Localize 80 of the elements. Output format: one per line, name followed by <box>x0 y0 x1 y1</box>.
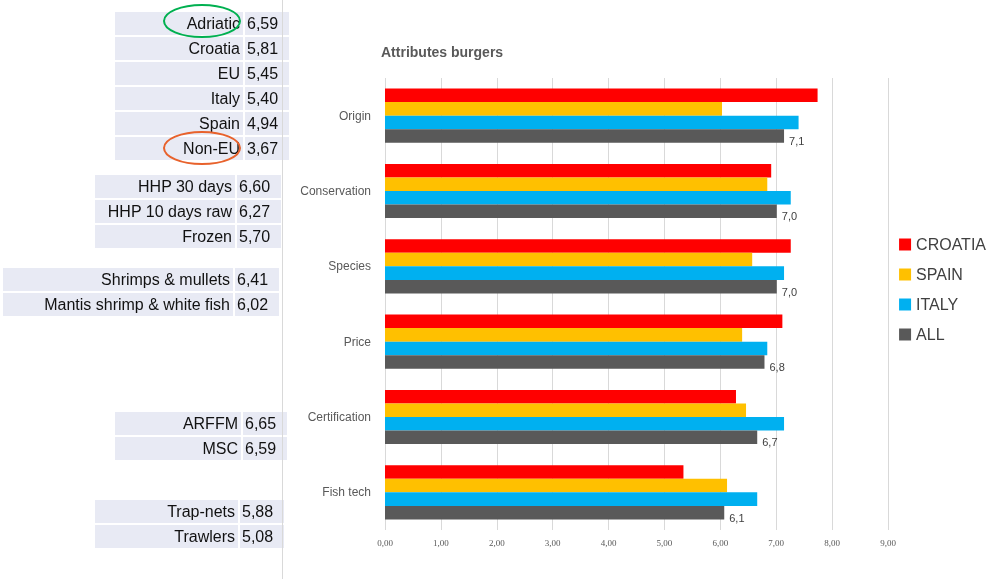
bar <box>385 279 777 294</box>
category-label: Frozen <box>95 225 235 248</box>
text: 6,02 <box>237 296 269 313</box>
bar <box>385 341 768 356</box>
x-tick-label: 0,00 <box>377 537 394 548</box>
text: 5,08 <box>242 528 274 545</box>
category-label: Trap-nets <box>95 500 238 523</box>
bar <box>385 204 777 219</box>
legend-label: CROATIA <box>916 236 987 253</box>
bar <box>385 191 791 205</box>
x-tick-label: 4,00 <box>600 537 617 548</box>
bar <box>385 88 818 103</box>
x-tick-label: 2,00 <box>488 537 506 548</box>
data-label: 7,0 <box>781 210 798 223</box>
data-label: 7,0 <box>781 285 798 298</box>
text: 5,40 <box>247 90 279 107</box>
bar <box>385 314 783 329</box>
x-tick-label: 8,00 <box>824 537 841 548</box>
text: 6,59 <box>245 440 277 457</box>
bar <box>385 163 772 178</box>
category-label: MSC <box>115 437 241 460</box>
category-label: Non-EU <box>115 137 243 160</box>
x-tick-label: 6,00 <box>712 537 729 548</box>
bar <box>385 492 758 506</box>
category-label: Trawlers <box>95 525 238 548</box>
text: 6,27 <box>239 203 271 220</box>
text: 4,94 <box>247 115 279 132</box>
category-label: HHP 10 days raw <box>95 200 235 223</box>
data-label: 7,1 <box>789 135 805 148</box>
text: 3,67 <box>247 140 279 157</box>
data-label: 6,7 <box>762 436 778 449</box>
category-label: Mantis shrimp & white fish <box>3 293 233 316</box>
y-tick-label: Fish tech <box>322 485 371 500</box>
bar <box>385 177 768 191</box>
bar <box>385 505 725 520</box>
category-label: HHP 30 days <box>95 175 235 198</box>
y-tick-label: Price <box>343 334 372 349</box>
text: 5,81 <box>247 40 279 57</box>
bar <box>385 328 743 342</box>
legend-label: SPAIN <box>916 266 963 283</box>
text: 6,60 <box>239 178 271 195</box>
bar <box>385 478 728 493</box>
text: 5,88 <box>242 503 274 520</box>
bar <box>385 465 684 479</box>
bar <box>385 403 747 417</box>
bar <box>385 355 765 369</box>
text: 5,45 <box>247 65 279 82</box>
category-label: Shrimps & mullets <box>3 268 233 291</box>
category-label: Italy <box>115 87 243 110</box>
y-tick-label: Origin <box>338 108 371 123</box>
x-tick-label: 9,00 <box>880 537 897 548</box>
text: 6,65 <box>245 415 277 432</box>
legend-label: ALL <box>916 326 945 343</box>
category-label: ARFFM <box>115 412 241 435</box>
data-label: 6,8 <box>769 361 785 374</box>
category-label: Spain <box>115 112 243 135</box>
y-tick-label: Certification <box>307 410 371 424</box>
data-label: 6,1 <box>729 511 745 524</box>
text: 5,70 <box>239 228 271 245</box>
bar <box>385 252 753 267</box>
x-tick-label: 7,00 <box>768 537 785 548</box>
chart-title: Attributes burgers <box>381 44 504 60</box>
bar <box>385 102 723 116</box>
category-label: Croatia <box>115 37 243 60</box>
category-label: EU <box>115 62 243 85</box>
legend-label: ITALY <box>916 296 959 313</box>
bar <box>385 129 785 143</box>
x-tick-label: 3,00 <box>544 537 562 548</box>
bar <box>385 239 791 253</box>
text: 6,59 <box>247 15 279 32</box>
x-tick-label: 1,00 <box>433 537 450 548</box>
x-tick-label: 5,00 <box>656 537 673 548</box>
bar <box>385 266 785 280</box>
bar <box>385 417 785 431</box>
bar <box>385 389 736 404</box>
bar <box>385 430 758 445</box>
bar <box>385 115 799 130</box>
y-tick-label: Species <box>328 259 371 274</box>
text: 6,41 <box>237 271 269 288</box>
y-tick-label: Conservation <box>300 184 371 198</box>
